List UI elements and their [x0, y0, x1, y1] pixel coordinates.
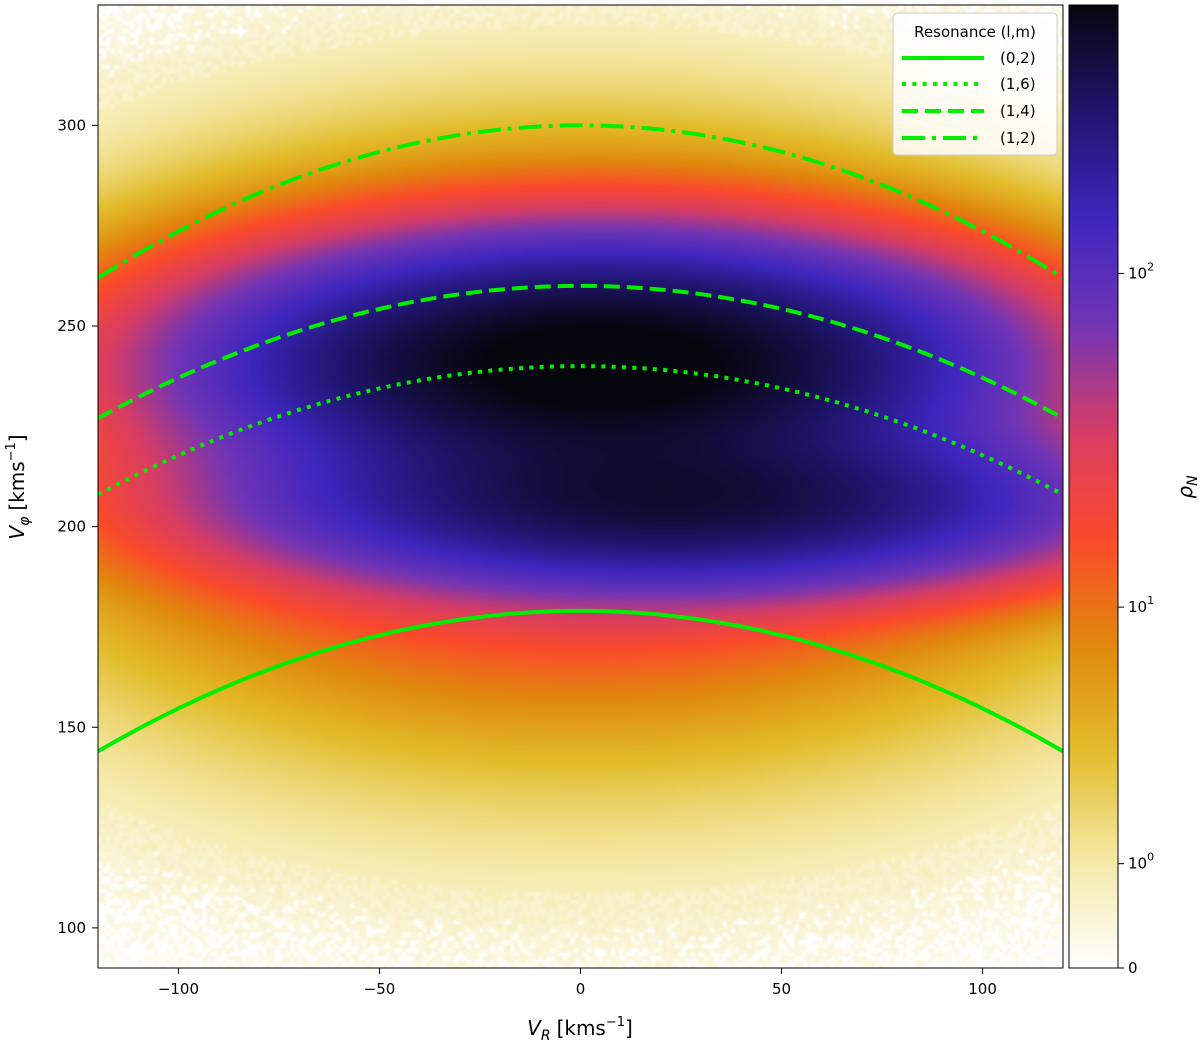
colorbar-ticks: 0 100 101 102	[1118, 260, 1154, 977]
x-tick-label: 100	[968, 980, 997, 998]
colorbar-tick-label: 101	[1128, 594, 1154, 616]
colorbar	[1069, 5, 1118, 968]
x-axis-ticks: −100 −50 0 50 100	[158, 968, 997, 998]
x-axis-label: VR [kms−1]	[527, 1015, 633, 1044]
x-tick-label: 50	[772, 980, 791, 998]
y-axis-ticks: 100 150 200 250 300	[57, 116, 98, 937]
colorbar-tick-label: 100	[1128, 851, 1154, 873]
colorbar-label: ρN	[1173, 475, 1200, 499]
legend: Resonance (l,m) (0,2) (1,6) (1,4) (1,2)	[893, 13, 1057, 155]
legend-label-1-4: (1,4)	[1000, 102, 1036, 120]
y-tick-label: 250	[57, 317, 86, 335]
legend-label-0-2: (0,2)	[1000, 49, 1036, 67]
y-axis-label: Vφ[kms−1]	[4, 434, 33, 539]
colorbar-tick-label: 0	[1128, 959, 1138, 977]
legend-label-1-2: (1,2)	[1000, 129, 1036, 147]
colorbar-tick-label: 102	[1128, 260, 1154, 282]
x-tick-label: −50	[364, 980, 396, 998]
y-tick-label: 150	[57, 718, 86, 736]
legend-title: Resonance (l,m)	[914, 23, 1036, 41]
x-tick-label: −100	[158, 980, 199, 998]
y-tick-label: 300	[57, 116, 86, 134]
y-tick-label: 200	[57, 518, 86, 536]
x-tick-label: 0	[576, 980, 586, 998]
legend-label-1-6: (1,6)	[1000, 75, 1036, 93]
y-tick-label: 100	[57, 919, 86, 937]
